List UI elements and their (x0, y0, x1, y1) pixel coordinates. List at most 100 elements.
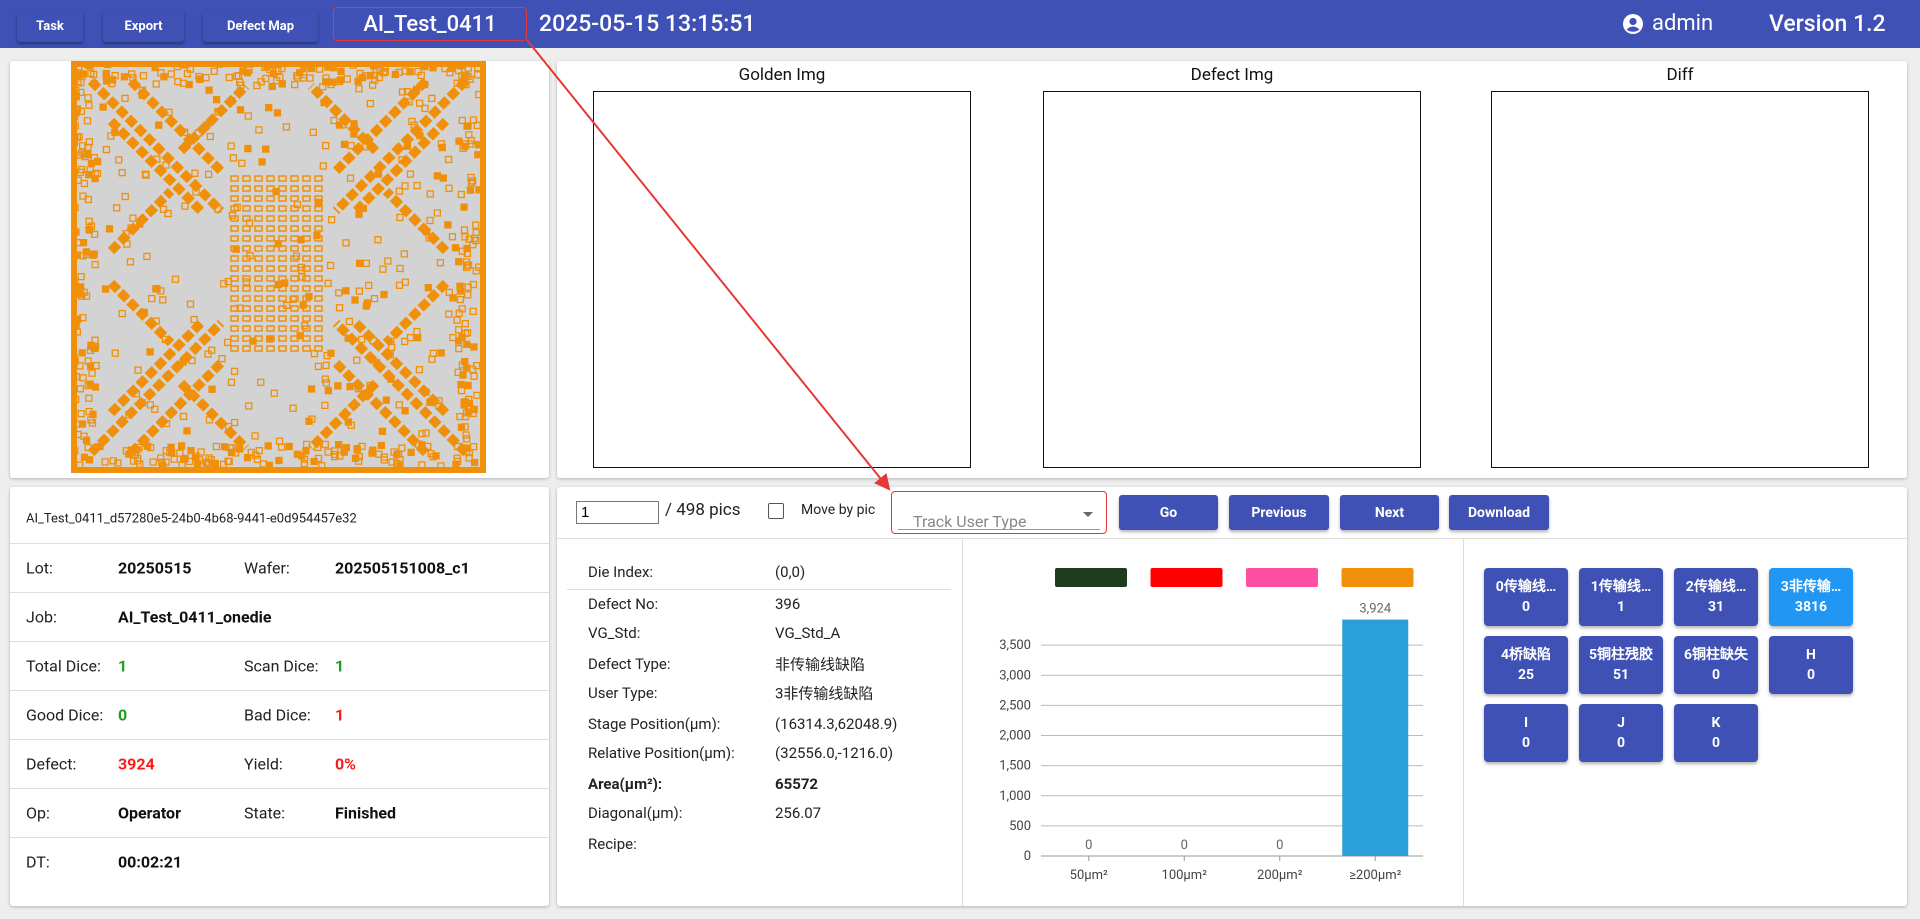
info-label: Op: (26, 803, 50, 823)
defect-mark (386, 351, 394, 359)
defect-mark (92, 362, 100, 370)
action-button[interactable]: Download (1449, 495, 1549, 530)
info-value: 00:02:21 (118, 852, 183, 872)
class-button[interactable]: 4桥缺陷 25 (1484, 636, 1568, 694)
defect-mark (112, 204, 121, 212)
defect-mark (242, 245, 251, 252)
divider (10, 690, 549, 691)
move-checkbox[interactable] (768, 503, 784, 519)
defect-mark (330, 116, 338, 125)
defect-mark (396, 264, 404, 273)
info-value: AI_Test_0411_onedie (118, 607, 272, 627)
defect-mark (296, 332, 304, 340)
defect-mark (266, 305, 275, 312)
defect-mark (223, 338, 232, 347)
action-button[interactable]: Go (1119, 495, 1218, 530)
defect-mark (302, 175, 311, 182)
defect-mark (428, 355, 436, 363)
legend-swatch[interactable] (1055, 568, 1127, 587)
defect-mark (246, 252, 254, 260)
task-name-box[interactable] (333, 7, 527, 41)
defect-mark (255, 447, 263, 455)
defect-mark (242, 235, 251, 242)
defect-mark (336, 452, 344, 460)
defect-mark (258, 158, 266, 166)
defect-mark (320, 98, 328, 107)
defect-mark (336, 76, 345, 84)
class-count: 0 (1806, 667, 1816, 683)
defect-mark (413, 181, 421, 190)
action-button[interactable]: Next (1340, 495, 1439, 530)
defect-mark (422, 388, 430, 396)
defect-mark (470, 458, 479, 467)
defect-mark (205, 416, 214, 424)
class-button[interactable]: 2传输线… 31 (1674, 568, 1758, 626)
defect-mark (300, 459, 308, 468)
defect-mark (324, 448, 332, 456)
defect-mark (83, 117, 92, 125)
defect-mark (299, 301, 307, 309)
defect-mark (314, 305, 323, 312)
defect-mark (464, 381, 472, 390)
defect-mark (375, 450, 383, 458)
defect-mark (470, 372, 478, 380)
defect-mark (401, 407, 409, 415)
nav-button[interactable]: Defect Map (203, 11, 318, 42)
class-count: 31 (1707, 599, 1725, 615)
defect-mark (290, 275, 299, 282)
defect-mark (366, 99, 375, 108)
class-name: K (1711, 715, 1721, 731)
y-tick-label: 3,500 (999, 638, 1031, 653)
defect-mark (218, 354, 226, 363)
page-total: / 498 pics (665, 500, 741, 520)
class-button[interactable]: 5铜柱残胶 51 (1579, 636, 1663, 694)
class-button[interactable]: 1传输线… 1 (1579, 568, 1663, 626)
defect-mark (162, 161, 170, 169)
defect-mark (122, 230, 130, 238)
defect-mark (159, 296, 167, 304)
defect-cluster (307, 82, 380, 155)
class-name: 2传输线… (1685, 579, 1747, 595)
defect-mark (251, 432, 259, 440)
class-button[interactable]: 6铜柱缺失 0 (1674, 636, 1758, 694)
defect-mark (230, 345, 239, 352)
defect-mark (242, 325, 251, 332)
defect-mark (350, 130, 358, 138)
legend-swatch[interactable] (1150, 568, 1223, 587)
defect-mark (401, 337, 409, 346)
defect-mark (84, 443, 92, 452)
detail-value: 396 (775, 595, 801, 613)
defect-mark (297, 236, 305, 244)
divider (10, 837, 549, 838)
defect-mark (335, 77, 343, 86)
defect-mark (242, 205, 251, 212)
legend-swatch[interactable] (1341, 568, 1414, 587)
defect-mark (136, 220, 144, 228)
defect-mark (330, 452, 339, 461)
y-tick-label: 2,500 (999, 698, 1031, 713)
defect-mark (469, 307, 477, 315)
defect-mark (289, 295, 297, 303)
user-name[interactable]: admin (1652, 11, 1714, 36)
defect-mark (314, 198, 322, 207)
action-button[interactable]: Previous (1229, 495, 1329, 530)
defect-mark (340, 121, 348, 129)
page-input[interactable] (576, 501, 659, 524)
legend-swatch[interactable] (1246, 568, 1318, 587)
class-button[interactable]: 0传输线… 0 (1484, 568, 1568, 626)
defect-mark (444, 155, 453, 164)
class-button[interactable]: 3非传输… 3816 (1769, 568, 1853, 626)
user-type-select[interactable] (891, 491, 1107, 534)
defect-mark (432, 452, 440, 460)
defect-mark (416, 132, 424, 140)
defect-mark (157, 454, 165, 462)
info-value: 3924 (118, 754, 155, 774)
x-tick-label: 200µm² (1257, 868, 1303, 883)
nav-button[interactable]: Task (17, 11, 83, 42)
nav-button[interactable]: Export (103, 11, 184, 42)
defect-mark (302, 245, 311, 252)
